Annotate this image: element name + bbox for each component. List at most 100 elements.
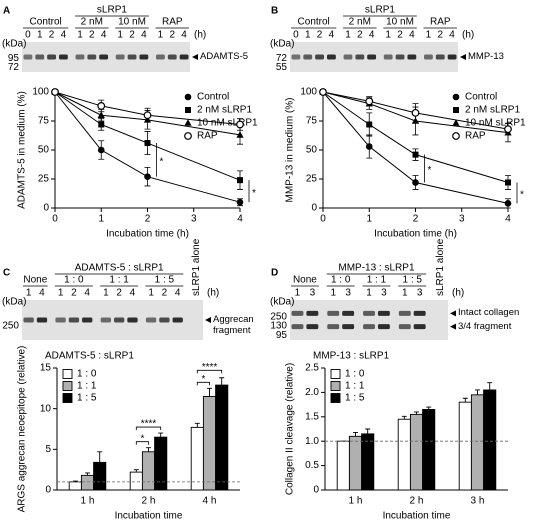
group-label: 1 : 1 <box>109 275 129 286</box>
legend-label: 2 nM sLRP1 <box>465 105 520 116</box>
significance-bracket <box>135 441 149 445</box>
lane-label: 0 <box>293 30 299 41</box>
band-arrow <box>205 317 211 323</box>
mw-marker: 95 <box>8 53 20 64</box>
error-bar <box>475 389 480 395</box>
lane-label: 4 <box>84 288 90 299</box>
marker <box>504 125 512 134</box>
marker <box>365 97 374 106</box>
lane-label: 1 <box>58 288 64 299</box>
marker <box>366 121 373 128</box>
bar <box>336 440 350 491</box>
gel-band <box>23 317 34 323</box>
marker <box>97 102 106 110</box>
error-bar <box>158 432 164 438</box>
legend-swatch <box>62 381 73 391</box>
gel-band <box>23 54 33 60</box>
group-label: RAP <box>162 17 183 28</box>
lane-label: 1 <box>103 288 109 299</box>
lane-unit: (h) <box>462 30 474 41</box>
legend-marker <box>184 132 192 140</box>
legend-swatch <box>62 369 73 379</box>
marker <box>236 131 244 138</box>
marker <box>144 173 151 180</box>
gel-band <box>127 54 137 60</box>
legend-marker <box>453 107 459 113</box>
lane-label: 1 <box>305 30 311 41</box>
bar <box>409 413 424 491</box>
group-label: 10 nM <box>118 17 146 28</box>
legend-label: 1 : 0 <box>345 369 365 380</box>
x-tick-label: 1 <box>366 214 372 225</box>
lane-label: 1 <box>345 30 351 41</box>
gel-band <box>291 324 304 330</box>
panel-letter: A <box>3 6 10 17</box>
legend-marker <box>184 93 192 101</box>
gel-band <box>343 54 353 60</box>
marker <box>504 200 512 207</box>
marker <box>144 140 151 147</box>
lane-label: 1 <box>117 30 123 41</box>
mw-marker: 55 <box>276 62 288 73</box>
gel-image <box>290 300 448 340</box>
bar <box>483 389 497 491</box>
mw-marker: 72 <box>8 62 20 73</box>
lane-label: 4 <box>61 30 67 41</box>
series-line <box>322 91 509 130</box>
x-axis-label: Incubation time <box>115 511 183 522</box>
legend-swatch <box>62 393 73 403</box>
marker <box>505 179 511 186</box>
x-tick-label: 3 h <box>471 496 485 507</box>
lane-label: 1 <box>366 288 372 299</box>
lane-label: 4 <box>369 30 375 41</box>
lane-label: 2 <box>169 30 175 41</box>
y-tick-label: 75 <box>306 116 318 127</box>
gel-band <box>383 54 393 60</box>
gel-band <box>114 317 125 323</box>
x-tick-label: 1 <box>98 214 104 225</box>
group-label: 2 nM <box>349 17 371 28</box>
panel-letter: C <box>3 268 10 279</box>
lane-label: 4 <box>39 288 45 299</box>
significance-label: * <box>160 157 164 168</box>
gel-band <box>167 54 177 60</box>
marker <box>319 88 327 96</box>
legend-label: 1 : 1 <box>345 381 365 392</box>
gel-band <box>87 54 97 60</box>
marker <box>97 111 105 118</box>
x-tick-label: 4 h <box>203 496 217 507</box>
legend-label: 2 nM sLRP1 <box>197 105 252 116</box>
bar <box>458 401 472 491</box>
y-tick-label: 1.5 <box>305 411 319 422</box>
legend-marker <box>452 93 460 101</box>
mw-marker: 250 <box>270 311 287 322</box>
lane-label: 4 <box>449 30 455 41</box>
gel-band <box>363 324 375 330</box>
significance-label: **** <box>202 362 218 373</box>
x-tick-label: 2 <box>145 214 151 225</box>
mw-marker: 72 <box>276 53 288 64</box>
gel-band <box>327 324 340 330</box>
y-tick-label: 10 <box>40 403 52 414</box>
gel-band <box>363 310 375 316</box>
lane-label: 0 <box>25 30 31 41</box>
gel-band <box>115 54 125 60</box>
lane-label: 2 <box>129 30 135 41</box>
error-bar <box>353 431 358 437</box>
series-line <box>54 91 241 181</box>
gel-band <box>407 54 417 60</box>
gel-band <box>36 317 48 323</box>
gel-band <box>367 54 377 60</box>
gel-band <box>82 317 93 323</box>
error-bar <box>97 451 103 463</box>
group-label: 1 : 0 <box>331 275 351 286</box>
legend-label: 1 : 5 <box>77 393 97 404</box>
lane-label: 1 <box>295 288 301 299</box>
y-tick-label: 5 <box>45 444 51 455</box>
lane-label: 1 <box>330 288 336 299</box>
y-tick-label: 50 <box>38 145 50 156</box>
lane-label: 4 <box>130 288 136 299</box>
lane-label: 2 <box>162 288 168 299</box>
x-tick-label: 1 h <box>81 496 95 507</box>
marker <box>51 88 59 96</box>
